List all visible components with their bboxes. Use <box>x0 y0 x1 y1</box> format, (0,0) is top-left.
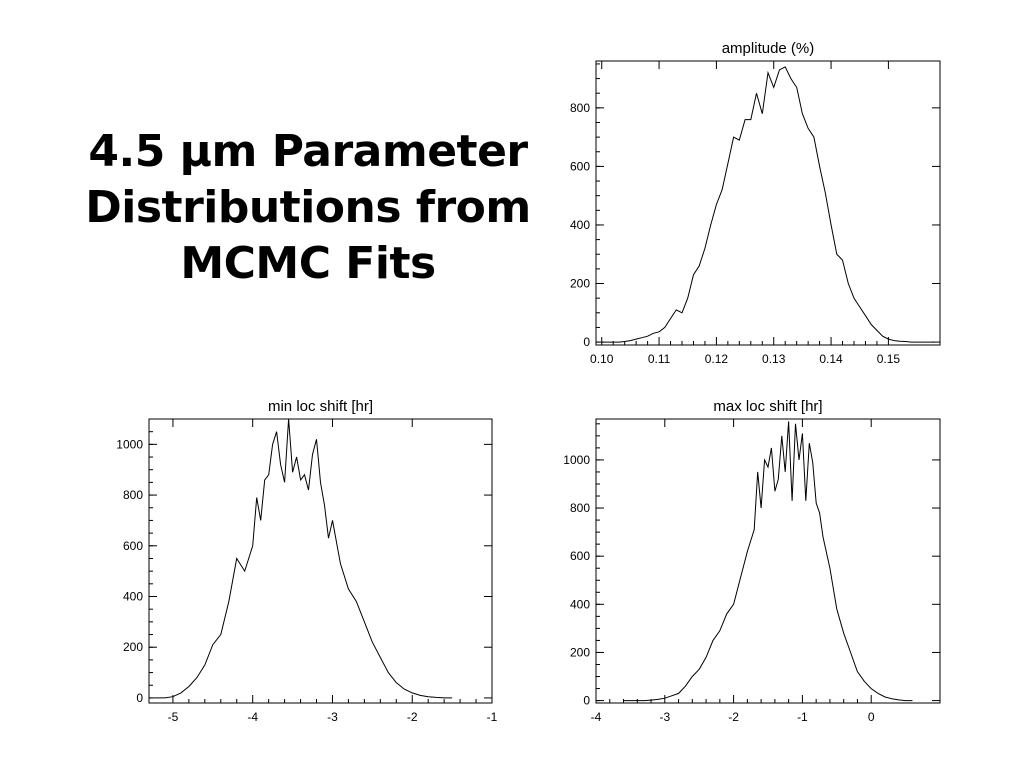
chart-2-plot-frame <box>595 418 941 704</box>
chart-1-ytick-label: 1000 <box>116 437 143 451</box>
chart-0-xtick-label: 0.14 <box>819 352 843 366</box>
chart-0-title: amplitude (%) <box>722 40 815 57</box>
chart-2-xtick-label: -2 <box>728 710 739 724</box>
chart-2-title: max loc shift [hr] <box>713 398 822 415</box>
chart-2-ytick-label: 200 <box>570 645 590 659</box>
chart-0-ytick-label: 0 <box>583 335 590 349</box>
slide-title-line-1: 4.5 μm Parameter <box>88 126 528 177</box>
chart-1-xtick-label: -1 <box>487 710 498 724</box>
chart-0-xtick-label: 0.10 <box>590 352 614 366</box>
chart-0-plot-frame <box>595 60 941 346</box>
chart-1-ytick-label: 0 <box>136 691 143 705</box>
chart-1-ytick-label: 600 <box>123 539 143 553</box>
chart-1-title: min loc shift [hr] <box>268 398 373 415</box>
chart-1-plot-frame <box>148 418 493 704</box>
slide-title-line-2: Distributions from <box>85 182 531 233</box>
chart-0-ytick-label: 200 <box>570 277 590 291</box>
chart-0-ytick-label: 400 <box>570 218 590 232</box>
chart-1-xtick-label: -5 <box>168 710 179 724</box>
slide-title-line-3: MCMC Fits <box>180 238 436 289</box>
chart-2-ytick-label: 600 <box>570 549 590 563</box>
chart-0-ytick-label: 800 <box>570 101 590 115</box>
chart-2-histogram-line <box>623 421 913 702</box>
chart-2-xtick-label: -3 <box>659 710 670 724</box>
chart-0-xtick-label: 0.13 <box>762 352 786 366</box>
chart-1-ytick-label: 400 <box>123 590 143 604</box>
chart-2-ytick-label: 1000 <box>563 453 590 467</box>
chart-0-ytick-label: 600 <box>570 159 590 173</box>
chart-1-ytick-label: 800 <box>123 488 143 502</box>
chart-1-xtick-label: -2 <box>407 710 418 724</box>
chart-0-histogram-line <box>601 66 935 343</box>
chart-0-xtick-label: 0.12 <box>705 352 729 366</box>
chart-2-ytick-label: 0 <box>583 694 590 708</box>
chart-0-xtick-label: 0.11 <box>648 352 671 366</box>
chart-2-xtick-label: -1 <box>797 710 808 724</box>
chart-1-histogram-line <box>157 418 453 699</box>
chart-2-ytick-label: 400 <box>570 597 590 611</box>
slide-title: 4.5 μm Parameter Distributions from MCMC… <box>78 124 538 292</box>
chart-2-xtick-label: -4 <box>591 710 602 724</box>
chart-2-xtick-label: 0 <box>868 710 875 724</box>
chart-1-xtick-label: -4 <box>247 710 258 724</box>
chart-1-ytick-label: 200 <box>123 640 143 654</box>
chart-1-xtick-label: -3 <box>327 710 338 724</box>
chart-2-ytick-label: 800 <box>570 501 590 515</box>
chart-0-xtick-label: 0.15 <box>877 352 901 366</box>
